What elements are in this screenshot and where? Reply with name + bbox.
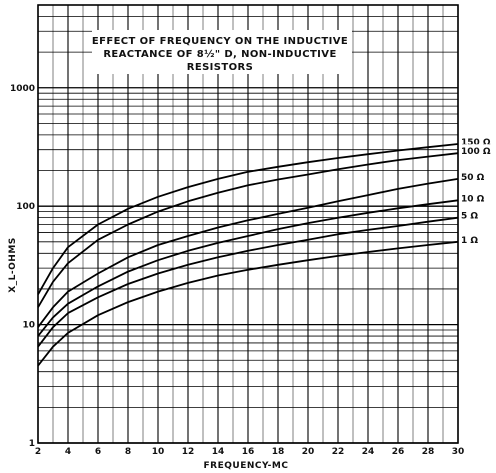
x-tick-label: 30 xyxy=(452,447,465,457)
x-axis-title: FREQUENCY-MC xyxy=(204,461,289,471)
curve-label-background xyxy=(460,144,494,157)
x-tick-label: 2 xyxy=(35,447,41,457)
chart-title-line-2: REACTANCE OF 8½" D, NON-INDUCTIVE xyxy=(103,49,336,60)
curve-label-background xyxy=(460,135,494,148)
y-tick-labels: 1 10 100 1000 xyxy=(10,84,35,449)
curve-label: 1 Ω xyxy=(461,236,478,246)
x-tick-label: 20 xyxy=(302,447,315,457)
curve-label: 150 Ω xyxy=(461,138,491,148)
x-tick-label: 26 xyxy=(392,447,405,457)
curve-line xyxy=(37,152,459,308)
curve-line xyxy=(37,143,459,295)
curve-label: 100 Ω xyxy=(461,147,491,157)
y-tick-label: 100 xyxy=(16,202,35,212)
curve-label: 50 Ω xyxy=(461,173,485,183)
y-tick-label: 10 xyxy=(22,321,35,331)
y-axis-title: X_L-OHMS xyxy=(8,237,18,293)
x-tick-label: 16 xyxy=(242,447,255,457)
chart-title-line-3: RESISTORS xyxy=(187,62,253,73)
curve-label-background xyxy=(460,169,494,182)
curve-line xyxy=(37,199,459,337)
x-tick-label: 14 xyxy=(212,447,225,457)
x-tick-label: 8 xyxy=(125,447,131,457)
curve-label-background xyxy=(460,191,494,204)
x-tick-label: 24 xyxy=(362,447,375,457)
x-tick-label: 6 xyxy=(95,447,101,457)
x-tick-label: 10 xyxy=(152,447,165,457)
x-tick-label: 12 xyxy=(182,447,195,457)
x-tick-labels: 2 4 6 8 10 12 14 16 18 20 22 24 26 28 30 xyxy=(35,447,464,457)
x-tick-label: 22 xyxy=(332,447,345,457)
y-tick-label: 1 xyxy=(29,439,35,449)
curve-line xyxy=(37,216,459,348)
chart-title-line-1: EFFECT OF FREQUENCY ON THE INDUCTIVE xyxy=(92,36,348,47)
curve-label: 5 Ω xyxy=(461,212,478,222)
grid xyxy=(37,4,459,444)
curve-line xyxy=(37,240,459,367)
curve-line xyxy=(37,178,459,328)
x-tick-label: 18 xyxy=(272,447,285,457)
x-tick-label: 28 xyxy=(422,447,435,457)
curves xyxy=(37,143,459,367)
curve-label: 10 Ω xyxy=(461,194,485,204)
curve-label-background xyxy=(460,232,494,245)
x-tick-label: 4 xyxy=(65,447,71,457)
y-tick-label: 1000 xyxy=(10,84,35,94)
curve-label-background xyxy=(460,208,494,221)
title-background xyxy=(92,30,352,74)
